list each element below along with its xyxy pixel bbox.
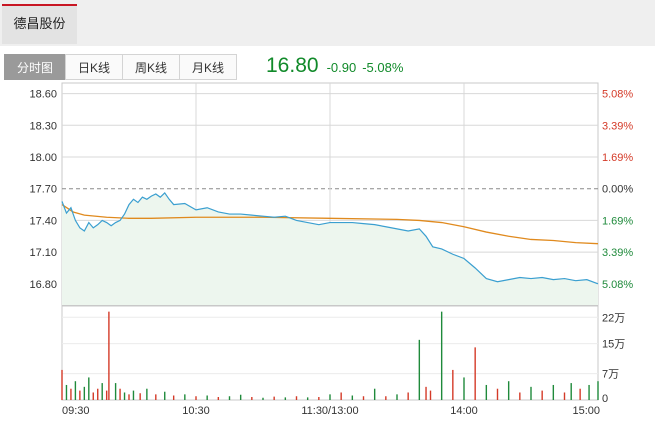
current-price: 16.80 — [266, 54, 319, 77]
chart-type-tabs: 分时图 日K线 周K线 月K线 — [4, 54, 238, 80]
time-tick-label: 10:30 — [182, 405, 210, 417]
price-tick-label: 18.30 — [29, 120, 57, 132]
price-tick-label: 18.00 — [29, 152, 57, 164]
volume-tick-label: 22万 — [602, 312, 625, 324]
top-strip — [0, 0, 655, 46]
percent-tick-label: 1.69% — [602, 215, 633, 227]
tab-intraday[interactable]: 分时图 — [4, 54, 67, 80]
quote-summary: 16.80 -0.90 -5.08% — [266, 54, 409, 82]
price-tick-label: 17.40 — [29, 215, 57, 227]
volume-tick-label: 7万 — [602, 369, 619, 381]
stock-name-tab[interactable]: 德昌股份 — [2, 4, 77, 44]
price-change: -0.90 — [326, 60, 357, 75]
average-price-line — [61, 204, 599, 245]
time-tick-label: 11:30/13:00 — [301, 405, 358, 417]
percent-tick-label: 5.08% — [602, 89, 633, 101]
percent-tick-label: 0.00% — [602, 184, 633, 196]
percent-tick-label: 1.69% — [602, 152, 633, 164]
tab-monthly-k[interactable]: 月K线 — [179, 54, 238, 80]
price-area — [62, 192, 598, 305]
price-tick-label: 17.10 — [29, 247, 57, 259]
percent-tick-label: 5.08% — [602, 279, 633, 291]
tab-weekly-k[interactable]: 周K线 — [122, 54, 181, 80]
percent-tick-label: 3.39% — [602, 247, 633, 259]
price-tick-label: 17.70 — [29, 184, 57, 196]
tab-daily-k[interactable]: 日K线 — [65, 54, 124, 80]
price-tick-label: 18.60 — [29, 89, 57, 101]
volume-panel-frame — [61, 305, 599, 401]
volume-tick-label: 0 — [602, 393, 608, 405]
intraday-chart: 18.60 5.08% 18.30 3.39% 18.00 1.69% 17.70 0.00%… — [29, 82, 633, 417]
volume-tick-label: 15万 — [602, 339, 625, 351]
percent-tick-label: 3.39% — [602, 120, 633, 132]
price-tick-label: 16.80 — [29, 279, 57, 291]
time-tick-label: 15:00 — [572, 405, 600, 417]
price-line — [61, 192, 599, 285]
time-tick-label: 09:30 — [62, 405, 90, 417]
price-change-percent: -5.08% — [362, 60, 404, 75]
time-tick-label: 14:00 — [450, 405, 478, 417]
